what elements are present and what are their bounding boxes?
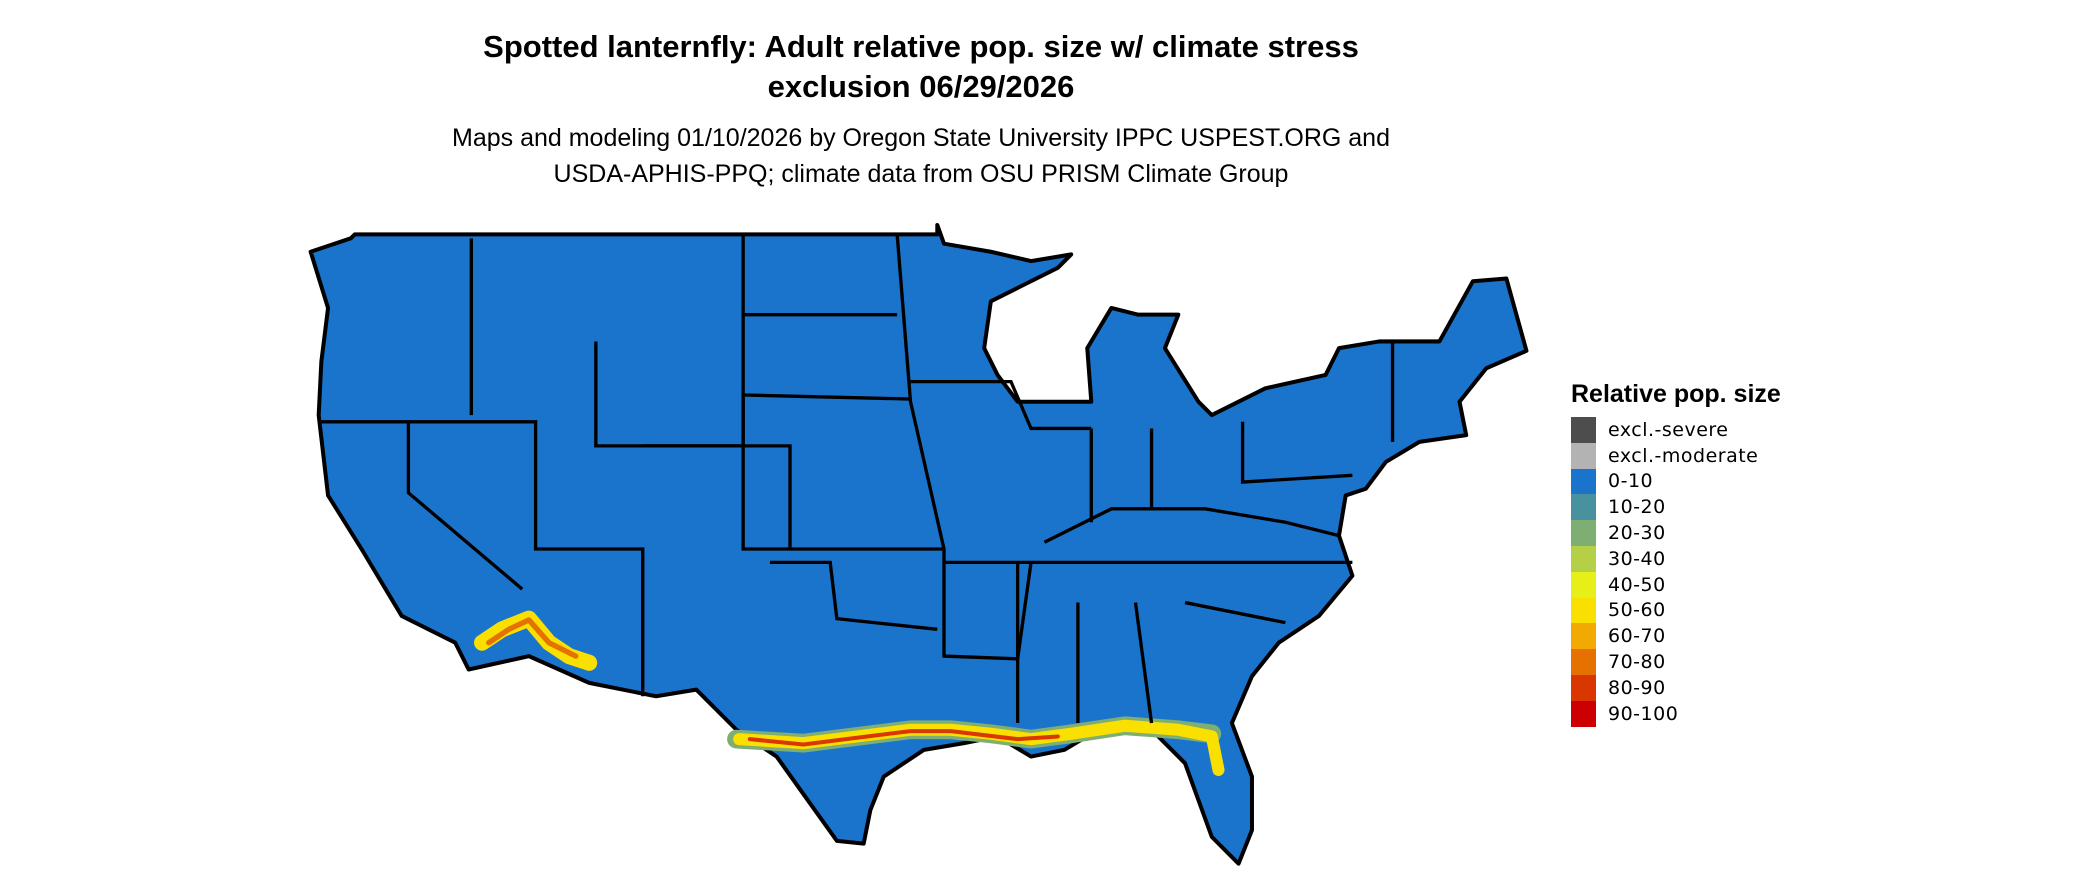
us-outline: [308, 222, 1529, 866]
legend-item: 50-60: [1571, 597, 1781, 624]
legend-item: 20-30: [1571, 520, 1781, 546]
hotspot-sw-core: [486, 617, 579, 659]
legend-label: 70-80: [1608, 651, 1666, 674]
legend-label: 60-70: [1608, 625, 1666, 648]
legend-swatch: [1571, 623, 1596, 650]
legend-label: excl.-moderate: [1608, 444, 1759, 467]
legend-swatch: [1571, 674, 1596, 701]
map-title-line1: Spotted lanternfly: Adult relative pop. …: [483, 29, 1359, 64]
legend-item: 40-50: [1571, 571, 1781, 598]
state-borders: [321, 234, 1395, 724]
legend-swatch: [1571, 545, 1596, 572]
legend-swatch: [1571, 417, 1596, 443]
legend-items: excl.-severe excl.-moderate 0-10 10-20 20-30…: [1571, 417, 1781, 727]
legend-item: excl.-moderate: [1571, 442, 1781, 469]
subtitle-line1: Maps and modeling 01/10/2026 by Oregon S…: [452, 124, 1390, 152]
legend: Relative pop. size excl.-severe excl.-mod…: [1571, 380, 1781, 727]
legend-swatch: [1571, 520, 1596, 546]
hotspot-gulf-core: [747, 729, 1060, 747]
legend-swatch: [1571, 597, 1596, 624]
legend-label: 80-90: [1608, 676, 1666, 699]
legend-swatch: [1571, 649, 1596, 675]
map-title-line2: exclusion 06/29/2026: [767, 69, 1075, 104]
legend-label: 20-30: [1608, 522, 1666, 545]
legend-item: excl.-severe: [1571, 417, 1781, 443]
legend-label: 10-20: [1608, 496, 1666, 519]
subtitle-line2: USDA-APHIS-PPQ; climate data from OSU PR…: [553, 160, 1289, 188]
legend-item: 0-10: [1571, 468, 1781, 495]
legend-label: 50-60: [1608, 599, 1666, 622]
legend-swatch: [1571, 700, 1596, 727]
legend-label: 40-50: [1608, 573, 1666, 596]
legend-swatch: [1571, 442, 1596, 469]
legend-label: 30-40: [1608, 547, 1666, 570]
legend-label: 0-10: [1608, 470, 1654, 493]
legend-item: 10-20: [1571, 494, 1781, 521]
hotspots: [474, 610, 1225, 776]
legend-swatch: [1571, 494, 1596, 521]
legend-swatch: [1571, 571, 1596, 598]
legend-item: 90-100: [1571, 700, 1781, 727]
legend-label: excl.-severe: [1608, 418, 1729, 441]
legend-label: 90-100: [1608, 702, 1679, 725]
legend-item: 30-40: [1571, 545, 1781, 572]
legend-title: Relative pop. size: [1571, 380, 1781, 408]
legend-item: 60-70: [1571, 623, 1781, 650]
legend-item: 80-90: [1571, 674, 1781, 701]
legend-swatch: [1571, 468, 1596, 495]
legend-item: 70-80: [1571, 649, 1781, 675]
